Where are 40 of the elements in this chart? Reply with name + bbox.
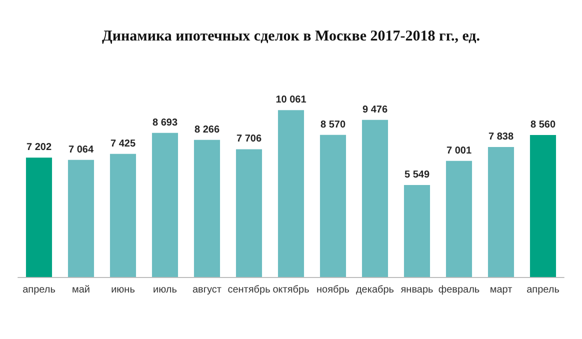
bar bbox=[110, 154, 136, 277]
data-label: 8 560 bbox=[530, 120, 556, 131]
bar bbox=[404, 184, 430, 277]
data-label: 5 549 bbox=[404, 169, 430, 180]
data-label: 8 570 bbox=[320, 119, 346, 130]
x-tick-label: март bbox=[490, 284, 513, 296]
bar bbox=[446, 160, 472, 277]
data-label: 8 693 bbox=[152, 117, 178, 128]
chart-title: Динамика ипотечных сделок в Москве 2017-2018 гг., ед. bbox=[102, 28, 480, 44]
x-tick-label: сентябрь bbox=[228, 284, 270, 296]
data-label: 10 061 bbox=[276, 94, 307, 106]
bar bbox=[194, 140, 220, 277]
data-label: 7 202 bbox=[26, 142, 52, 154]
bar bbox=[236, 149, 262, 277]
x-tick-label: июль bbox=[153, 284, 177, 296]
data-label: 7 001 bbox=[446, 145, 472, 156]
x-tick-label: декабрь bbox=[356, 284, 394, 296]
data-label: 7 064 bbox=[68, 144, 94, 156]
x-tick-label: июнь bbox=[111, 284, 135, 296]
bar bbox=[362, 120, 388, 277]
data-label: 7 838 bbox=[488, 132, 514, 143]
x-tick-label: май bbox=[72, 284, 90, 296]
bar bbox=[530, 135, 556, 277]
x-tick-label: август bbox=[192, 284, 222, 296]
x-tick-label: апрель bbox=[22, 284, 56, 296]
bar bbox=[68, 160, 94, 277]
x-tick-label: октябрь bbox=[272, 284, 310, 296]
bar bbox=[278, 110, 304, 277]
x-tick-label: ноябрь bbox=[316, 284, 350, 296]
x-tick-label: февраль bbox=[438, 284, 480, 296]
data-label: 7 425 bbox=[110, 138, 136, 150]
data-label: 9 476 bbox=[362, 104, 388, 116]
bar bbox=[152, 132, 178, 277]
x-tick-label: январь bbox=[400, 284, 434, 296]
bar bbox=[320, 134, 346, 277]
bar bbox=[26, 158, 52, 277]
data-label: 8 266 bbox=[194, 124, 220, 136]
bar bbox=[488, 147, 514, 277]
x-tick-label: апрель bbox=[526, 284, 560, 296]
data-label: 7 706 bbox=[236, 134, 262, 145]
